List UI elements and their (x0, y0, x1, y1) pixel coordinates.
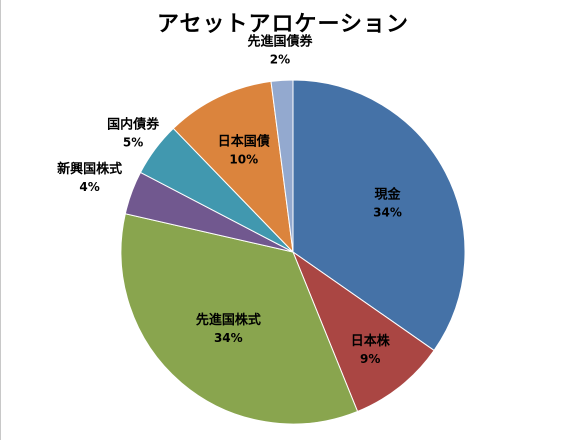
slice-label-4: 新興国株式 (57, 161, 122, 177)
slice-value-7: 2% (270, 52, 290, 66)
slice-label-3: 先進国株式 (196, 312, 261, 328)
slice-label-7: 先進国債券 (247, 33, 313, 49)
pie-slice-2 (291, 250, 435, 413)
slice-value-4: 4% (79, 180, 99, 194)
slice-label-6: 日本国債 (218, 134, 270, 150)
slice-label-5: 国内債券 (107, 117, 160, 133)
slice-value-5: 5% (123, 136, 143, 150)
pie-slice-7 (270, 79, 294, 253)
pie-slice-3 (120, 213, 359, 425)
slice-value-1: 34% (373, 206, 402, 220)
pie-slice-6 (172, 80, 294, 254)
slice-value-3: 34% (214, 331, 243, 345)
chart-title: アセットアロケーション (156, 12, 410, 37)
slice-value-6: 10% (229, 153, 258, 167)
slice-value-2: 9% (360, 352, 380, 366)
slice-label-2: 日本株 (351, 333, 391, 349)
pie-slice-1 (292, 79, 466, 352)
slice-label-1: 現金 (375, 187, 402, 203)
